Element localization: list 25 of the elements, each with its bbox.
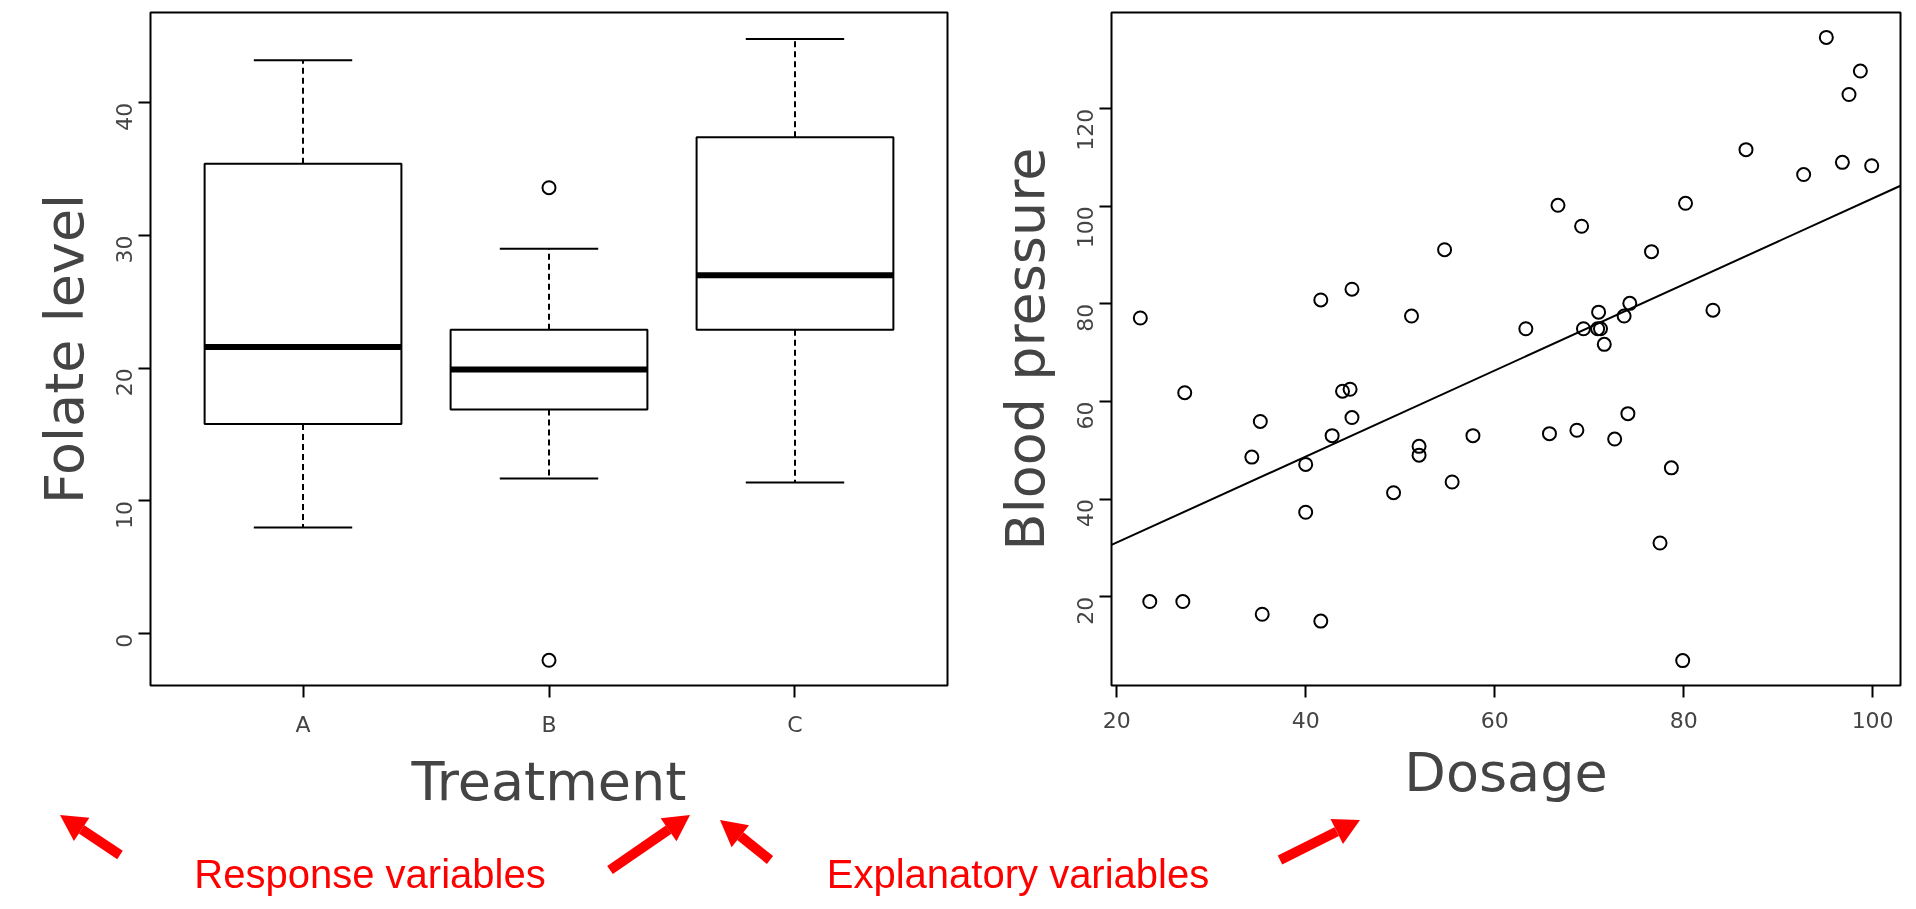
y-tick-label: 20 xyxy=(1073,596,1099,625)
y-tick-label: 30 xyxy=(112,235,138,264)
y-tick-label: 0 xyxy=(112,633,138,648)
y-tick-label: 40 xyxy=(1073,499,1099,528)
x-tick-label: C xyxy=(787,711,803,737)
y-tick-label: 40 xyxy=(112,102,138,131)
x-tick-label: 60 xyxy=(1480,707,1509,733)
x-tick-label: A xyxy=(295,711,311,737)
text: Explanatory variables xyxy=(826,851,1210,896)
x-tick-label: 100 xyxy=(1851,707,1894,733)
x-tick-label: 20 xyxy=(1102,707,1131,733)
x-tick-label: 80 xyxy=(1669,707,1698,733)
y-tick-label: 20 xyxy=(112,368,138,397)
y-tick-label: 120 xyxy=(1073,108,1099,151)
y-axis-title: Folate level xyxy=(32,193,96,505)
y-axis-title: Blood pressure xyxy=(993,147,1057,551)
y-tick-label: 60 xyxy=(1073,401,1099,430)
y-tick-label: 80 xyxy=(1073,303,1099,332)
x-tick-label: 40 xyxy=(1291,707,1320,733)
x-axis-title: Dosage xyxy=(1404,740,1608,804)
y-tick-label: 10 xyxy=(112,500,138,529)
x-axis-title: Treatment xyxy=(410,749,687,813)
text: Response variables xyxy=(194,851,546,896)
y-tick-label: 100 xyxy=(1073,206,1099,249)
x-tick-label: B xyxy=(541,711,557,737)
